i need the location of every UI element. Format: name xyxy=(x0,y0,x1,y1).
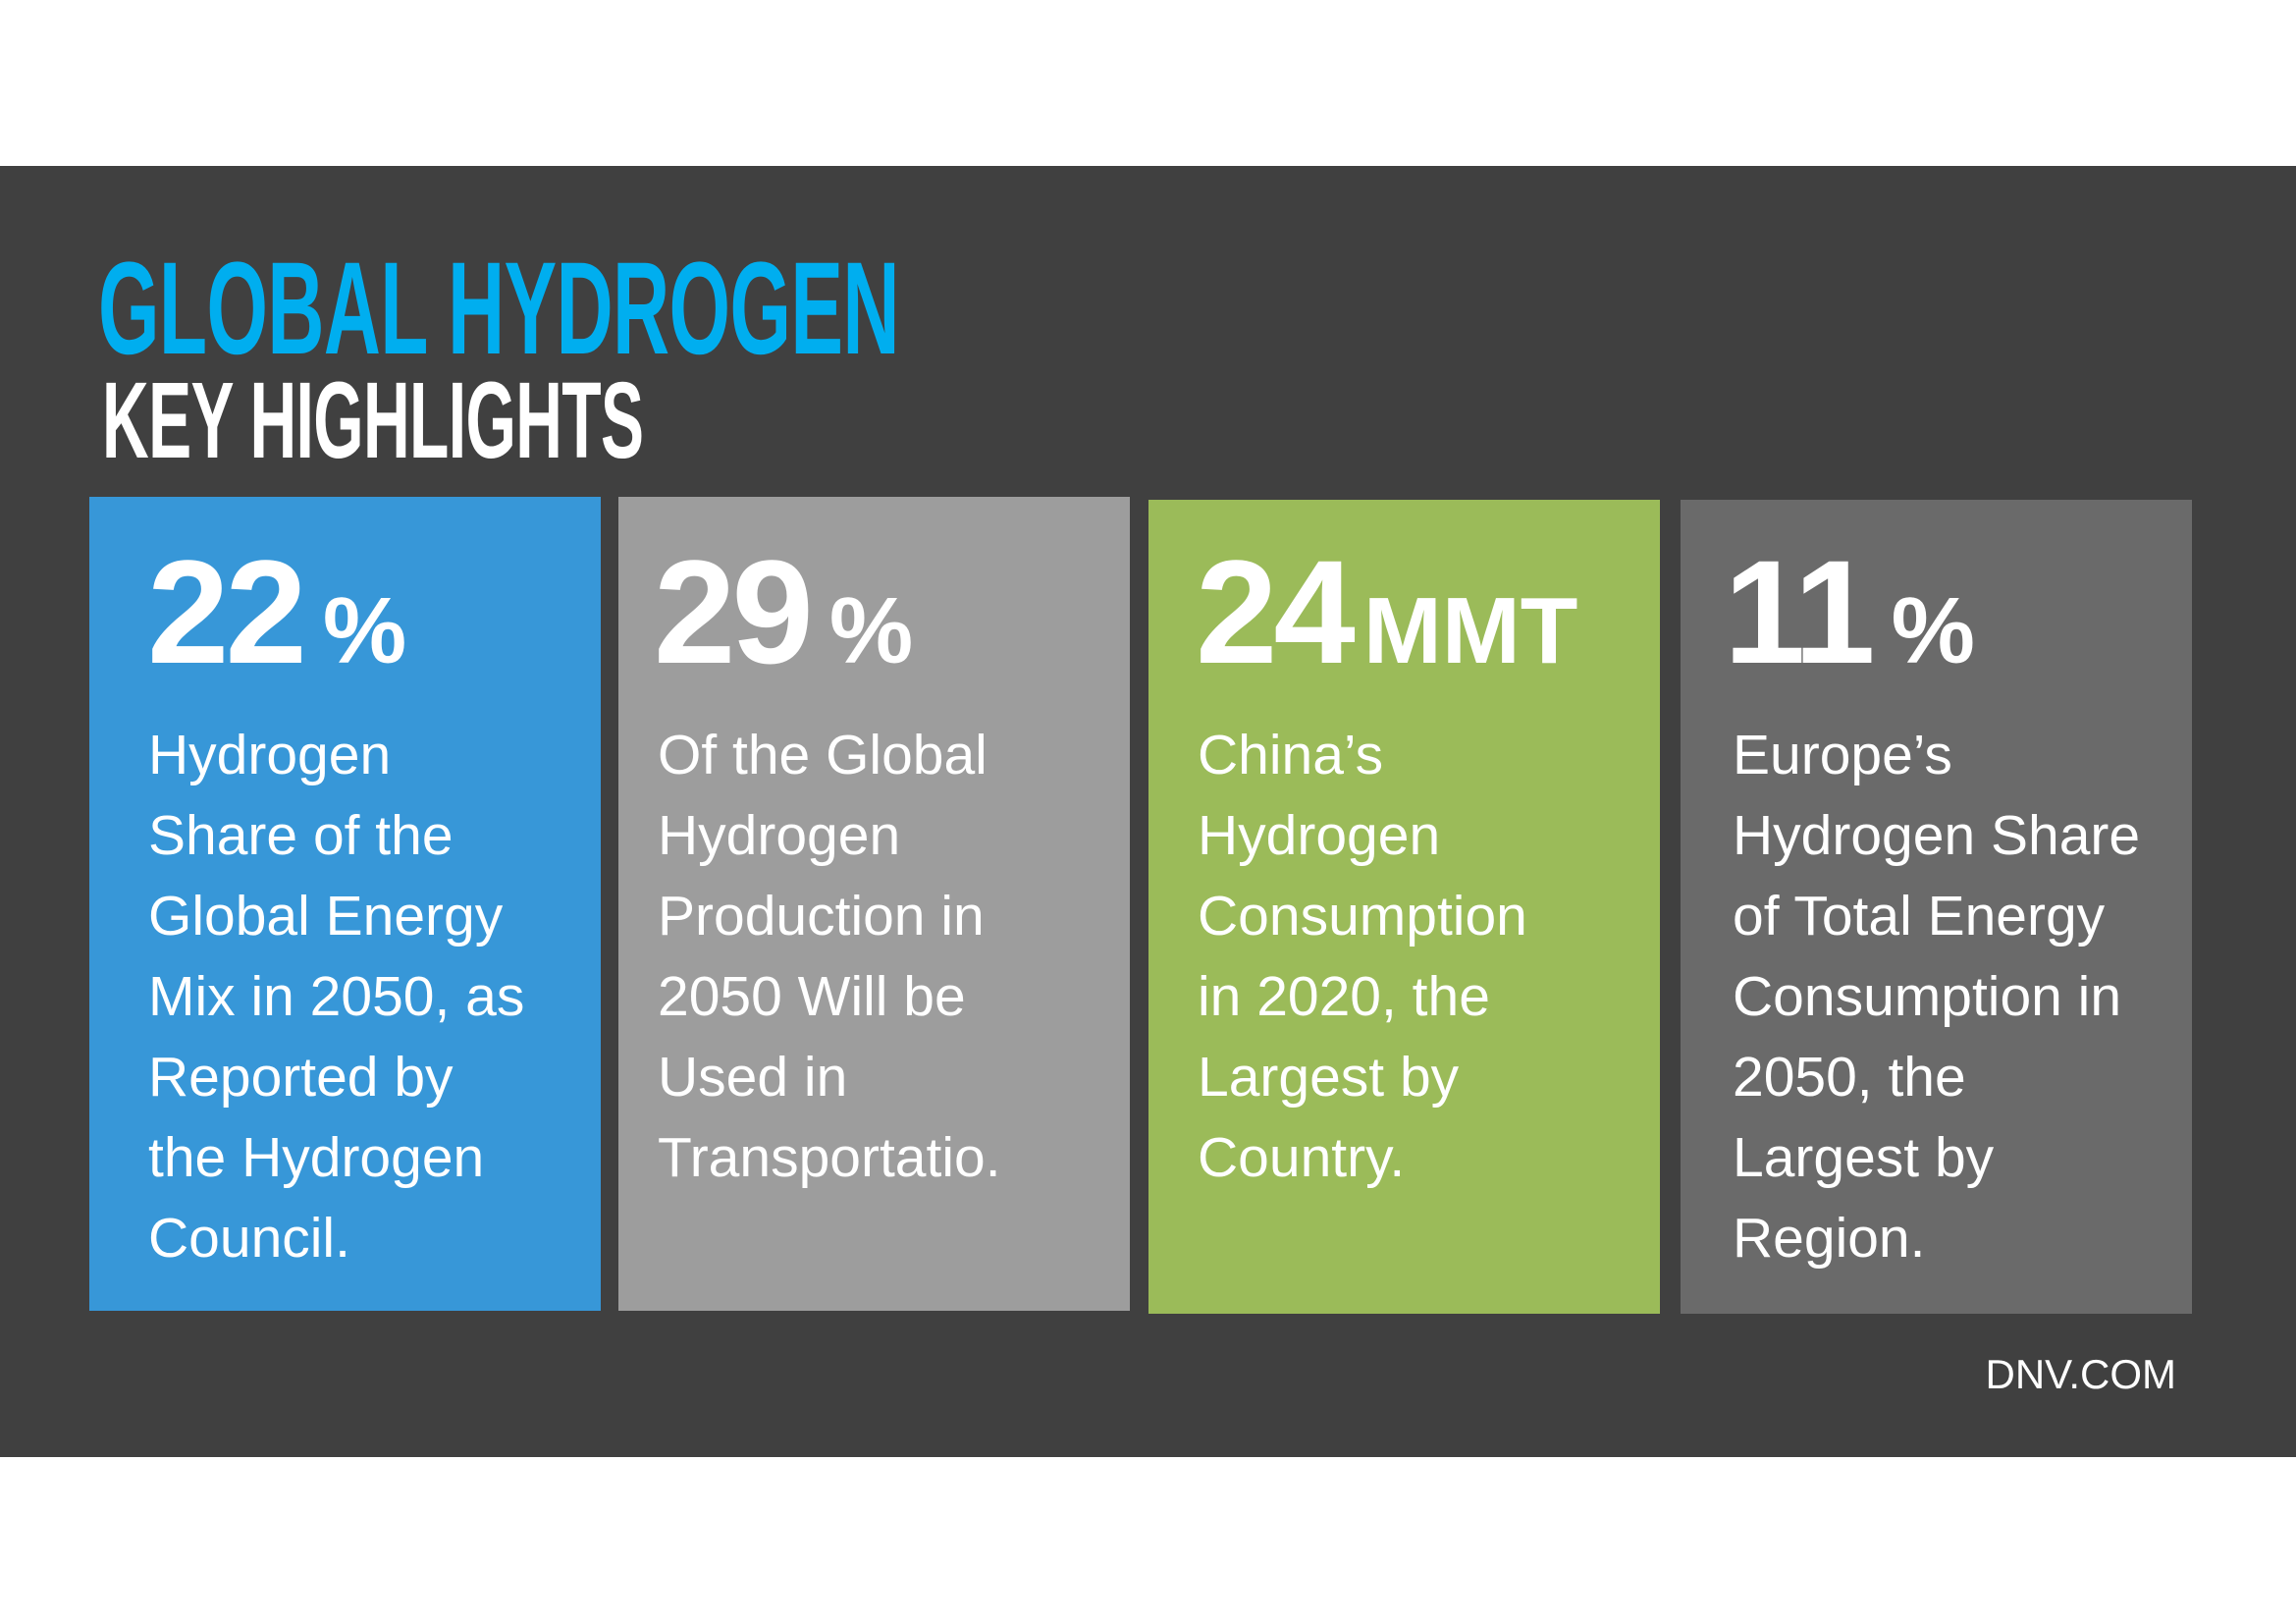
stat-number: 11 xyxy=(1724,529,1876,694)
stat-card-europe xyxy=(1681,500,2192,1314)
stat-number: 24 xyxy=(1196,529,1356,694)
stat-card-transportation xyxy=(618,497,1130,1311)
stat-card-china xyxy=(1148,500,1660,1314)
stat-description: Europe’s Hydrogen Share of Total Energy … xyxy=(1733,724,2141,1270)
stat-card-global-share xyxy=(89,497,601,1311)
stat-number: 22 xyxy=(147,529,307,694)
subtitle: KEY HIGHLIGHTS xyxy=(102,360,644,481)
stat-value-china: 24 MMT xyxy=(1196,538,1577,685)
stat-value-global-share: 22% xyxy=(147,538,406,685)
stat-value-transportation: 29% xyxy=(654,538,913,685)
stat-value-europe: 11% xyxy=(1724,538,1975,685)
title: GLOBAL HYDROGEN xyxy=(98,236,899,382)
stat-description: China’s Hydrogen Consumption in 2020, th… xyxy=(1198,724,1527,1189)
stat-description: Hydrogen Share of the Global Energy Mix … xyxy=(148,724,525,1270)
stat-unit: MMT xyxy=(1362,578,1578,683)
stat-description: Of the Global Hydrogen Production in 205… xyxy=(658,724,1001,1189)
stat-unit: % xyxy=(828,578,914,683)
source-label: DNV.COM xyxy=(1985,1351,2176,1397)
stat-unit: % xyxy=(1891,578,1975,683)
stat-unit: % xyxy=(322,578,407,683)
stat-number: 29 xyxy=(654,529,814,694)
